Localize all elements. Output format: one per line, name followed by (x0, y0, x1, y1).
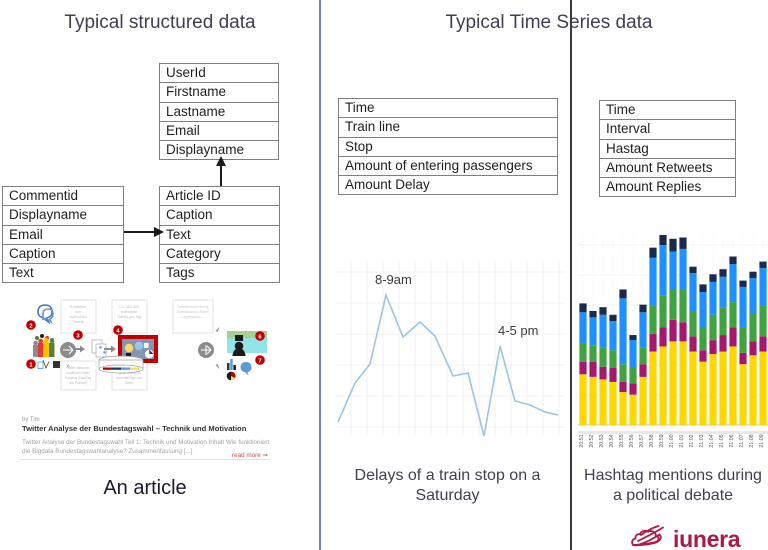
svg-text:Symbole (HastTag: Symbole (HastTag (65, 376, 91, 380)
svg-text:21:07: 21:07 (739, 434, 745, 447)
svg-text:21:05: 21:05 (719, 434, 725, 447)
svg-text:2: 2 (29, 324, 32, 330)
svg-text:20:58: 20:58 (649, 434, 655, 447)
svg-text:20:59: 20:59 (659, 434, 665, 447)
svg-text:politischen: politischen (70, 315, 87, 319)
svg-text:20:52: 20:52 (589, 434, 595, 447)
svg-text:Tweets: Tweets (72, 320, 84, 324)
svg-text:21:01: 21:01 (679, 434, 685, 447)
svg-text:4-5 pm: 4-5 pm (498, 323, 538, 338)
svg-text:8-9am: 8-9am (375, 272, 412, 287)
svg-text:21:02: 21:02 (689, 434, 695, 447)
svg-text:und HastTags von: und HastTags von (116, 376, 142, 380)
svg-text:von: von (75, 310, 81, 314)
svg-text:21:09: 21:09 (759, 434, 765, 447)
svg-text:21:06: 21:06 (729, 434, 735, 447)
svg-text:iunera: iunera (673, 526, 741, 550)
svg-text:Tweetbeschreibung,: Tweetbeschreibung, (177, 305, 209, 309)
svg-text:21:08: 21:08 (749, 434, 755, 447)
svg-text:21:04: 21:04 (709, 434, 715, 447)
svg-text:Twitter Benutzer: Twitter Benutzer (66, 366, 90, 370)
svg-text:20:57: 20:57 (639, 434, 645, 447)
svg-text:Extraktion: Extraktion (70, 305, 86, 309)
svg-text:Klassifikation, Partei: Klassifikation, Partei (177, 310, 210, 314)
svg-text:20:54: 20:54 (609, 434, 615, 447)
svg-text:Ihnen: Ihnen (125, 381, 133, 385)
svg-text:Ca. 300.000: Ca. 300.000 (119, 305, 139, 309)
svg-text:und Politiker): und Politiker) (69, 381, 88, 385)
svg-text:20:56: 20:56 (629, 434, 635, 447)
svg-text:Tweets pro Tag: Tweets pro Tag (117, 315, 141, 319)
svg-text:20:53: 20:53 (599, 434, 605, 447)
svg-text:erwähnen Partei: erwähnen Partei (66, 371, 90, 375)
svg-text:Aggregation ...: Aggregation ... (181, 315, 204, 319)
svg-text:21:00: 21:00 (669, 434, 675, 447)
svg-text:7: 7 (258, 359, 261, 365)
svg-text:20:51: 20:51 (579, 434, 585, 447)
svg-text:20:55: 20:55 (619, 434, 625, 447)
svg-text:»: » (66, 363, 70, 370)
svg-text:potentielle: potentielle (121, 310, 137, 314)
svg-text:21:03: 21:03 (699, 434, 705, 447)
